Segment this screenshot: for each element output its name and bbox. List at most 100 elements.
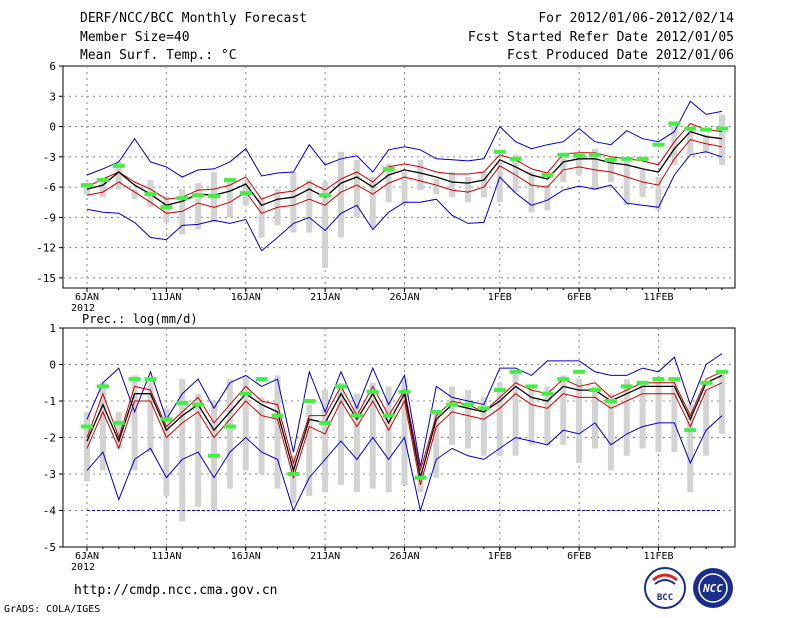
- observed-marker: [573, 369, 586, 374]
- spread-bar: [607, 393, 614, 471]
- observed-marker: [477, 406, 490, 411]
- observed-marker: [620, 384, 633, 389]
- spread-bar: [592, 386, 598, 449]
- spread-bar: [163, 408, 170, 496]
- observed-marker: [239, 191, 252, 196]
- observed-marker: [335, 384, 347, 389]
- spread-bar: [687, 404, 694, 493]
- observed-marker: [716, 369, 728, 374]
- observed-marker: [700, 380, 713, 385]
- spread-bar: [528, 386, 535, 445]
- observed-marker: [509, 156, 522, 161]
- observed-marker: [636, 156, 649, 161]
- spread-bar: [687, 128, 694, 154]
- observed-marker: [525, 384, 538, 389]
- spread-bar: [496, 161, 503, 203]
- spread-bar: [465, 390, 471, 449]
- x-tick-label: 21JAN: [310, 551, 340, 562]
- x-tick-label: 6FEB: [567, 551, 591, 562]
- y-tick-label: 6: [49, 60, 56, 73]
- x-tick-label: 26JAN: [389, 551, 419, 562]
- observed-marker: [604, 157, 617, 162]
- observed-marker: [319, 193, 332, 198]
- observed-marker: [128, 377, 141, 382]
- plot-frame: [62, 65, 736, 289]
- ncc-logo: NCC: [693, 568, 733, 608]
- observed-marker: [223, 424, 236, 429]
- spread-bar: [179, 189, 186, 235]
- spread-bar: [226, 179, 233, 218]
- spread-bar: [465, 177, 471, 203]
- series-line-spread_upper: [86, 122, 723, 200]
- observed-marker: [192, 193, 205, 198]
- observed-marker: [112, 163, 125, 168]
- spread-bar: [576, 154, 583, 175]
- spread-bar: [84, 411, 90, 482]
- observed-marker: [589, 152, 601, 157]
- spread-bar: [195, 393, 202, 507]
- spread-bar: [322, 182, 329, 268]
- observed-marker: [509, 369, 522, 374]
- x-tick-label: 11JAN: [151, 551, 181, 562]
- x-tick-label: 21JAN: [310, 292, 340, 303]
- spread-bar: [576, 379, 583, 464]
- observed-marker: [462, 402, 474, 407]
- y-tick-label: -9: [43, 211, 56, 224]
- y-tick-label: -5: [43, 541, 56, 554]
- spread-bar: [131, 375, 138, 471]
- spread-bar: [607, 163, 614, 183]
- variable-label: Mean Surf. Temp.: °C: [80, 48, 237, 63]
- observed-marker: [366, 389, 379, 394]
- observed-marker: [81, 424, 93, 429]
- observed-marker: [160, 417, 173, 422]
- observed-marker: [636, 380, 649, 385]
- spread-bar: [671, 121, 678, 165]
- chart-title: DERF/NCC/BCC Monthly Forecast: [80, 11, 307, 26]
- spread-bar: [258, 197, 265, 238]
- series-line-max: [86, 100, 723, 178]
- x-tick-label: 1FEB: [488, 292, 512, 303]
- spread-bar: [99, 382, 106, 471]
- x-tick-year-label: 2012: [71, 562, 95, 573]
- observed-marker: [287, 472, 300, 476]
- spread-bar: [84, 184, 90, 196]
- observed-marker: [239, 391, 252, 396]
- spread-bar: [512, 154, 519, 193]
- spread-bar: [163, 196, 170, 223]
- spread-bar: [623, 156, 630, 206]
- member-size: Member Size=40: [80, 30, 190, 45]
- grads-credit: GrADS: COLA/IGES: [4, 604, 101, 615]
- x-tick-label: 16JAN: [231, 551, 261, 562]
- observed-marker: [541, 172, 554, 177]
- series-line-min: [86, 415, 723, 513]
- y-tick-label: -3: [43, 151, 56, 164]
- observed-marker: [604, 399, 617, 403]
- forecast-started-date: Fcst Started Refer Date 2012/01/05: [467, 30, 734, 45]
- spread-bar: [385, 386, 392, 493]
- observed-marker: [620, 156, 633, 161]
- observed-marker: [192, 402, 205, 407]
- spread-bar: [655, 177, 662, 211]
- y-tick-label: 0: [49, 121, 56, 134]
- observed-marker: [414, 475, 427, 480]
- observed-marker: [271, 413, 284, 418]
- y-tick-label: -1: [43, 395, 56, 408]
- source-url[interactable]: http://cmdp.ncc.cma.gov.cn: [74, 583, 278, 598]
- forecast-period: For 2012/01/06-2012/02/14: [538, 11, 734, 26]
- observed-marker: [493, 388, 506, 393]
- observed-marker: [668, 121, 681, 126]
- spread-bar: [401, 379, 408, 485]
- observed-marker: [557, 377, 570, 382]
- observed-marker: [430, 409, 443, 414]
- spread-bar: [131, 189, 138, 200]
- observed-marker: [81, 183, 93, 188]
- observed-marker: [446, 402, 459, 407]
- observed-marker: [96, 178, 109, 183]
- spread-bar: [369, 382, 376, 489]
- x-tick-label: 26JAN: [389, 292, 419, 303]
- observed-marker: [382, 413, 395, 418]
- spread-bar: [258, 397, 265, 474]
- observed-marker: [684, 428, 697, 433]
